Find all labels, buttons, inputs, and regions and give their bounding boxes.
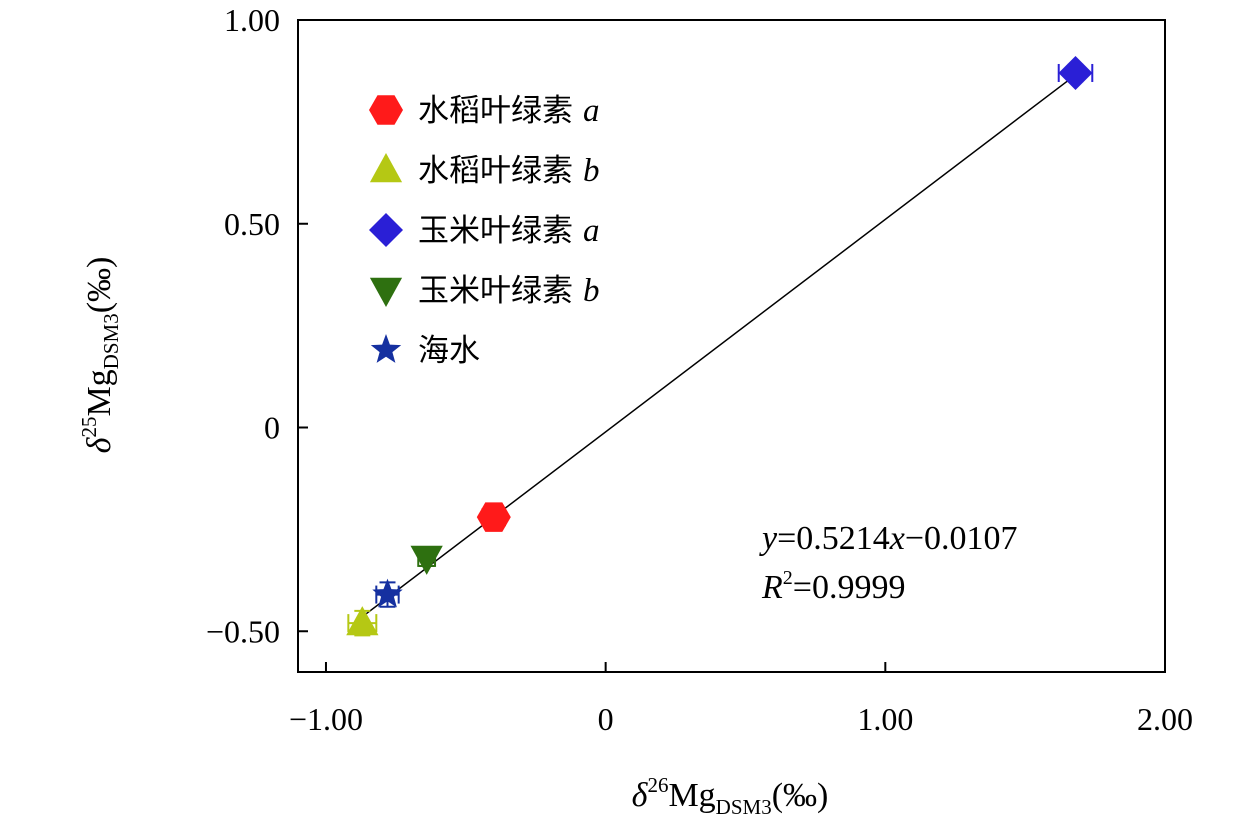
legend-label-2: 玉米叶绿素 a	[418, 213, 600, 249]
plot-frame	[297, 19, 1166, 673]
y-axis: −0.50 0 0.50 1.00	[206, 2, 308, 649]
legend-series-var: b	[583, 153, 600, 189]
x-tick-label: 2.00	[1137, 701, 1193, 737]
x-axis: −1.00 0 1.00 2.00	[289, 662, 1193, 737]
x-tick-label: −1.00	[289, 701, 363, 737]
triangle-up-marker	[346, 606, 379, 636]
x-tick-label: 1.00	[857, 701, 913, 737]
data-point-2	[1057, 56, 1094, 90]
y-axis-label: δ25MgDSM3(‰)	[77, 257, 123, 454]
fit-line-group	[353, 74, 1076, 624]
data-points	[346, 56, 1094, 637]
legend-series-name: 水稻叶绿素	[418, 93, 573, 129]
legend-triangle-up-icon	[369, 153, 403, 183]
legend-label-1: 水稻叶绿素 b	[418, 153, 600, 189]
x-axis-label: δ26MgDSM3(‰)	[632, 773, 829, 819]
data-point-3	[410, 545, 443, 575]
legend-label-0: 水稻叶绿素 a	[418, 93, 600, 129]
x-tick-label: 0	[598, 701, 614, 737]
data-point-0	[476, 502, 511, 532]
legend-series-name: 海水	[418, 333, 480, 369]
y-tick-label: 1.00	[224, 2, 280, 38]
diamond-marker	[1058, 56, 1093, 90]
data-point-1	[346, 606, 379, 637]
legend-series-name: 玉米叶绿素	[418, 213, 573, 249]
legend-series-name: 玉米叶绿素	[418, 273, 573, 309]
plot-frame-rect	[297, 19, 1166, 673]
legend-series-var: a	[583, 213, 600, 249]
r-squared: R2=0.9999	[761, 567, 905, 606]
triangle-down-marker	[410, 545, 443, 575]
y-tick-label: −0.50	[206, 613, 280, 649]
legend-hexagon-icon	[369, 95, 403, 125]
y-tick-label: 0.50	[224, 206, 280, 242]
legend-series-name: 水稻叶绿素	[418, 153, 573, 189]
legend-series-var: b	[583, 273, 600, 309]
y-tick-label: 0	[264, 410, 280, 446]
data-point-4	[372, 578, 403, 608]
legend-star-icon	[370, 334, 402, 363]
fit-line	[353, 74, 1076, 624]
legend: 水稻叶绿素 a 水稻叶绿素 b 玉米叶绿素 a 玉米叶绿素 b 海水	[369, 93, 600, 369]
legend-series-var: a	[583, 93, 600, 129]
legend-diamond-icon	[369, 213, 403, 247]
legend-triangle-down-icon	[369, 277, 403, 307]
legend-label-4: 海水	[418, 333, 480, 369]
hexagon-marker	[476, 502, 511, 532]
legend-label-3: 玉米叶绿素 b	[418, 273, 600, 309]
star-marker	[372, 578, 403, 608]
fit-equation: y=0.5214x−0.0107	[759, 520, 1018, 557]
